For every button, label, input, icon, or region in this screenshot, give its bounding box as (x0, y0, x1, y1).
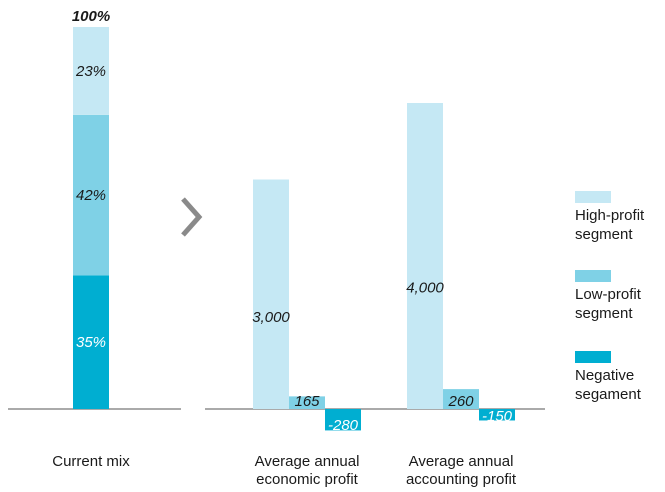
transition-arrow (181, 197, 203, 237)
bar-low-profit (443, 389, 479, 409)
legend: High-profit segment Low-profit segment Negat… (575, 191, 645, 403)
legend-swatch-low-profit (575, 270, 611, 282)
data-label-negative: -150 (482, 408, 513, 425)
category-label: economic profit (256, 471, 359, 488)
bar-high-profit (407, 103, 443, 409)
category-label: Average annual (409, 453, 514, 470)
bar-low-profit (289, 396, 325, 409)
data-label-low-profit: 260 (447, 393, 474, 410)
segment-label-high-profit: 23% (75, 63, 106, 80)
bar-negative (479, 409, 515, 421)
category-label: Average annual (255, 453, 360, 470)
bar-high-profit (253, 179, 289, 409)
legend-swatch-negative (575, 351, 611, 363)
stack-segment-low-profit (73, 114, 109, 276)
stack-segment-high-profit (73, 27, 109, 115)
data-label-negative: -280 (328, 417, 359, 434)
legend-label-high-profit: segment (575, 226, 633, 243)
category-label-current-mix: Current mix (52, 453, 130, 470)
segment-label-negative: 35% (76, 334, 106, 351)
stack-segment-negative (73, 275, 109, 409)
legend-label-negative: segament (575, 386, 642, 403)
segment-label-low-profit: 42% (76, 187, 106, 204)
legend-label-low-profit: Low-profit (575, 286, 642, 303)
chevron-right-icon (181, 197, 203, 237)
legend-swatch-high-profit (575, 191, 611, 203)
bar-negative (325, 409, 361, 431)
data-label-high-profit: 3,000 (252, 309, 290, 326)
legend-label-negative: Negative (575, 367, 634, 384)
category-label: accounting profit (406, 471, 517, 488)
data-label-high-profit: 4,000 (406, 280, 444, 297)
legend-label-low-profit: segment (575, 305, 633, 322)
stack-total-label: 100% (72, 8, 110, 25)
current-mix-panel: 35% 42% 23% 100% Current mix (8, 8, 181, 470)
data-label-low-profit: 165 (294, 393, 320, 410)
legend-label-high-profit: High-profit (575, 207, 645, 224)
